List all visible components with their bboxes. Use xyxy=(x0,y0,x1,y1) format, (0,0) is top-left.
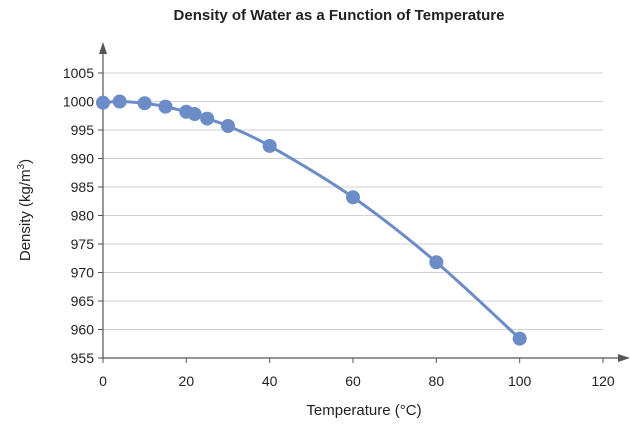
gridlines xyxy=(103,72,603,330)
data-point-4C xyxy=(112,94,127,109)
y-tick-label-985: 985 xyxy=(71,179,95,195)
x-axis-arrow xyxy=(618,354,630,362)
y-tick-label-995: 995 xyxy=(71,122,95,138)
x-tick-label-100: 100 xyxy=(508,373,532,389)
data-point-100C xyxy=(512,331,527,346)
y-tick-label-975: 975 xyxy=(71,236,95,252)
x-tick-label-20: 20 xyxy=(179,373,195,389)
y-tick-label-990: 990 xyxy=(71,151,95,167)
x-tick-label-0: 0 xyxy=(99,373,107,389)
data-point-40C xyxy=(262,138,277,153)
data-point-25C xyxy=(200,111,215,126)
y-tick-label-1005: 1005 xyxy=(63,65,94,81)
data-point-10C xyxy=(137,96,152,111)
data-point-80C xyxy=(429,255,444,270)
x-tick-labels: 0 20 40 60 80 100 120 xyxy=(99,373,615,389)
y-axis-label: Density (kg/m3) xyxy=(16,159,34,261)
x-axis-label: Temperature (°C) xyxy=(306,402,421,419)
data-point-0C xyxy=(96,95,110,110)
y-axis-label-superscript: 3 xyxy=(16,163,27,169)
y-tick-label-960: 960 xyxy=(71,322,95,338)
trend-line xyxy=(101,99,522,341)
x-tick-label-60: 60 xyxy=(345,373,361,389)
y-axis-label-end: ) xyxy=(17,159,34,164)
data-point-60C xyxy=(346,190,360,205)
data-point-30C xyxy=(221,119,235,134)
y-tick-label-965: 965 xyxy=(71,293,95,309)
data-point-22C xyxy=(187,107,202,122)
y-tick-labels: 955 960 965 970 975 980 985 990 995 1000 1005 xyxy=(63,65,94,366)
x-tick-label-120: 120 xyxy=(591,373,615,389)
y-tick-label-955: 955 xyxy=(71,350,95,366)
x-tick-label-40: 40 xyxy=(262,373,278,389)
y-axis-label-main: Density (kg/m xyxy=(17,169,34,261)
x-tick-label-80: 80 xyxy=(429,373,445,389)
y-tick-label-970: 970 xyxy=(71,265,95,281)
y-tick-label-980: 980 xyxy=(71,208,95,224)
data-point-15C xyxy=(158,99,173,114)
y-tick-label-1000: 1000 xyxy=(63,94,94,110)
axes xyxy=(98,42,630,363)
data-points xyxy=(96,94,527,346)
chart-title: Density of Water as a Function of Temper… xyxy=(174,7,505,24)
y-axis-arrow xyxy=(99,42,107,54)
